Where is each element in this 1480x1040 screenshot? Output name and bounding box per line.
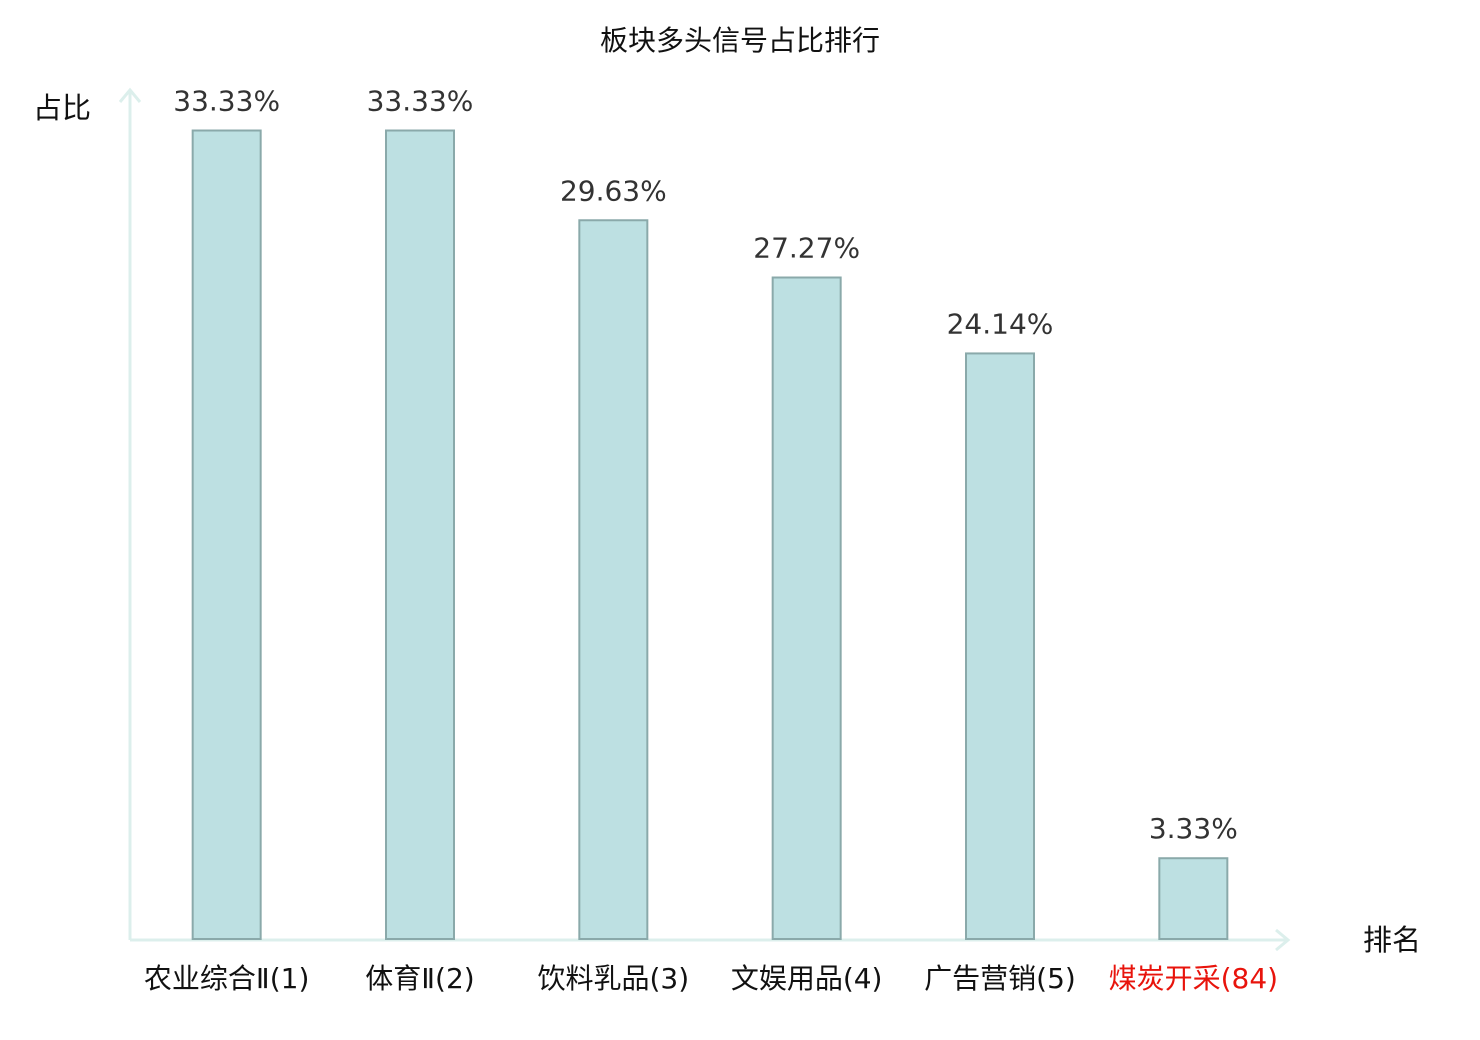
bar — [578, 219, 649, 940]
value-label: 33.33% — [173, 85, 280, 118]
x-tick-label: 广告营销(5) — [924, 962, 1076, 995]
x-tick-label: 饮料乳品(3) — [537, 962, 690, 995]
chart-title: 板块多头信号占比排行 — [600, 24, 880, 57]
bar — [191, 129, 262, 941]
y-axis-label: 占比 — [33, 91, 91, 125]
bar — [385, 129, 455, 941]
bar — [965, 352, 1035, 940]
x-tick-label: 文娱用品(4) — [730, 962, 883, 995]
y-arrow — [118, 87, 142, 103]
x-arrow — [1275, 928, 1291, 952]
value-label: 33.33% — [367, 85, 474, 118]
bar — [1158, 857, 1229, 940]
x-tick-label: 体育Ⅱ(2) — [365, 962, 475, 995]
value-label: 29.63% — [560, 174, 667, 207]
x-axis-label: 排名 — [1363, 923, 1421, 957]
value-label: 27.27% — [753, 232, 860, 265]
x-tick-label: 农业综合Ⅱ(1) — [143, 962, 310, 995]
value-label: 24.14% — [947, 307, 1054, 340]
bar — [771, 276, 842, 941]
value-label: 3.33% — [1149, 812, 1238, 845]
axes — [118, 87, 1291, 952]
x-tick-label: 煤炭开采(84) — [1108, 962, 1279, 995]
